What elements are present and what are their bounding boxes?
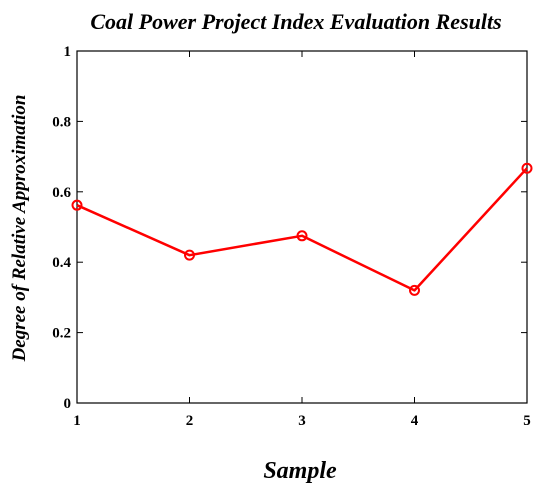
x-axis-ticks: 1 2 3 4 5 [73,51,531,429]
x-axis-label: Sample [263,458,337,484]
y-tick-label: 0.4 [52,255,71,271]
x-tick-label: 2 [186,413,194,429]
x-tick-label: 4 [411,413,419,429]
data-point [296,230,308,242]
x-tick-label: 3 [298,413,306,429]
data-point [71,199,83,211]
y-tick-label: 0 [64,396,72,412]
y-axis-label: Degree of Relative Approximation [9,95,30,363]
y-tick-label: 0.8 [52,114,71,130]
data-point [184,249,195,261]
y-tick-label: 0.6 [52,185,71,201]
series-line [76,167,528,292]
x-tick-label: 1 [73,413,81,429]
y-tick-label: 1 [64,44,72,60]
data-point [409,284,420,296]
chart-title: Coal Power Project Index Evaluation Resu… [90,9,501,34]
y-tick-label: 0.2 [52,326,71,342]
series-points [71,162,533,296]
plot-frame [76,50,528,404]
y-axis-ticks: 0 0.2 0.4 0.6 0.8 1 [52,44,527,412]
x-tick-label: 5 [523,413,531,429]
data-point [521,162,533,174]
